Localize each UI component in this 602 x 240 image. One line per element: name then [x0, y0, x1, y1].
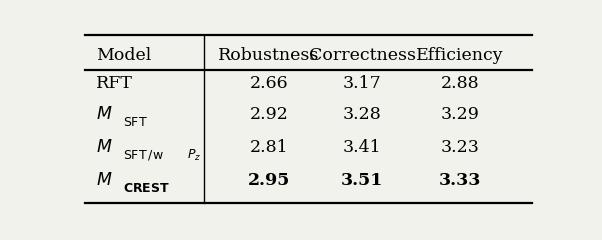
- Text: 3.51: 3.51: [341, 172, 383, 189]
- Text: $\mathit{M}$: $\mathit{M}$: [96, 106, 113, 123]
- Text: Robustness: Robustness: [218, 47, 320, 64]
- Text: 3.41: 3.41: [343, 139, 382, 156]
- Text: RFT: RFT: [96, 75, 133, 92]
- Text: $\mathrm{SFT\,/w}$: $\mathrm{SFT\,/w}$: [123, 148, 164, 162]
- Text: 2.92: 2.92: [249, 106, 288, 123]
- Text: 2.95: 2.95: [247, 172, 290, 189]
- Text: $\mathbf{CREST}$: $\mathbf{CREST}$: [123, 182, 170, 195]
- Text: 2.81: 2.81: [250, 139, 288, 156]
- Text: Correctness: Correctness: [309, 47, 415, 64]
- Text: Model: Model: [96, 47, 152, 64]
- Text: 3.29: 3.29: [441, 106, 480, 123]
- Text: 2.66: 2.66: [250, 75, 288, 92]
- Text: 3.23: 3.23: [441, 139, 480, 156]
- Text: 3.28: 3.28: [343, 106, 382, 123]
- Text: $\mathrm{SFT}$: $\mathrm{SFT}$: [123, 116, 148, 129]
- Text: 3.17: 3.17: [343, 75, 382, 92]
- Text: $\mathit{P}_{\mathit{z}}$: $\mathit{P}_{\mathit{z}}$: [187, 148, 202, 163]
- Text: $\mathit{M}$: $\mathit{M}$: [96, 139, 113, 156]
- Text: Efficiency: Efficiency: [417, 47, 504, 64]
- Text: 2.88: 2.88: [441, 75, 479, 92]
- Text: $\mathit{M}$: $\mathit{M}$: [96, 172, 113, 189]
- Text: 3.33: 3.33: [439, 172, 482, 189]
